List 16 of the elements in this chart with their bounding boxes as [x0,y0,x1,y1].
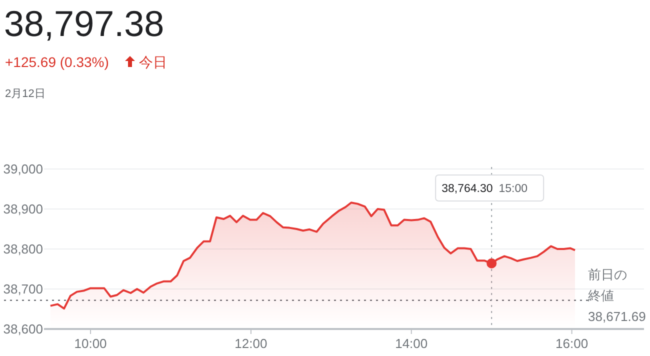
annotation: 38,764.30 15:00 [442,183,528,195]
chart-title: 38,797.38 [4,3,164,44]
text: 今日 [139,54,167,70]
y-tick-label: 38,900 [3,202,43,217]
chart-subtitle: +125.69 (0.33%) [5,54,109,70]
annotation: 38,671.69 [588,309,646,324]
x-tick-label: 12:00 [234,336,268,351]
x-tick-label: 14:00 [395,336,428,351]
y-tick-label: 38,700 [3,282,43,297]
x-tick-label: 16:00 [556,336,588,351]
text: 2月12日 [5,88,46,100]
y-tick-label: 38,800 [3,242,43,257]
y-tick-label: 38,600 [3,322,43,337]
y-tick-label: 39,000 [3,162,43,177]
ref-line-label: 前日の終値 [587,267,627,303]
x-tick-label: 10:00 [74,336,107,351]
